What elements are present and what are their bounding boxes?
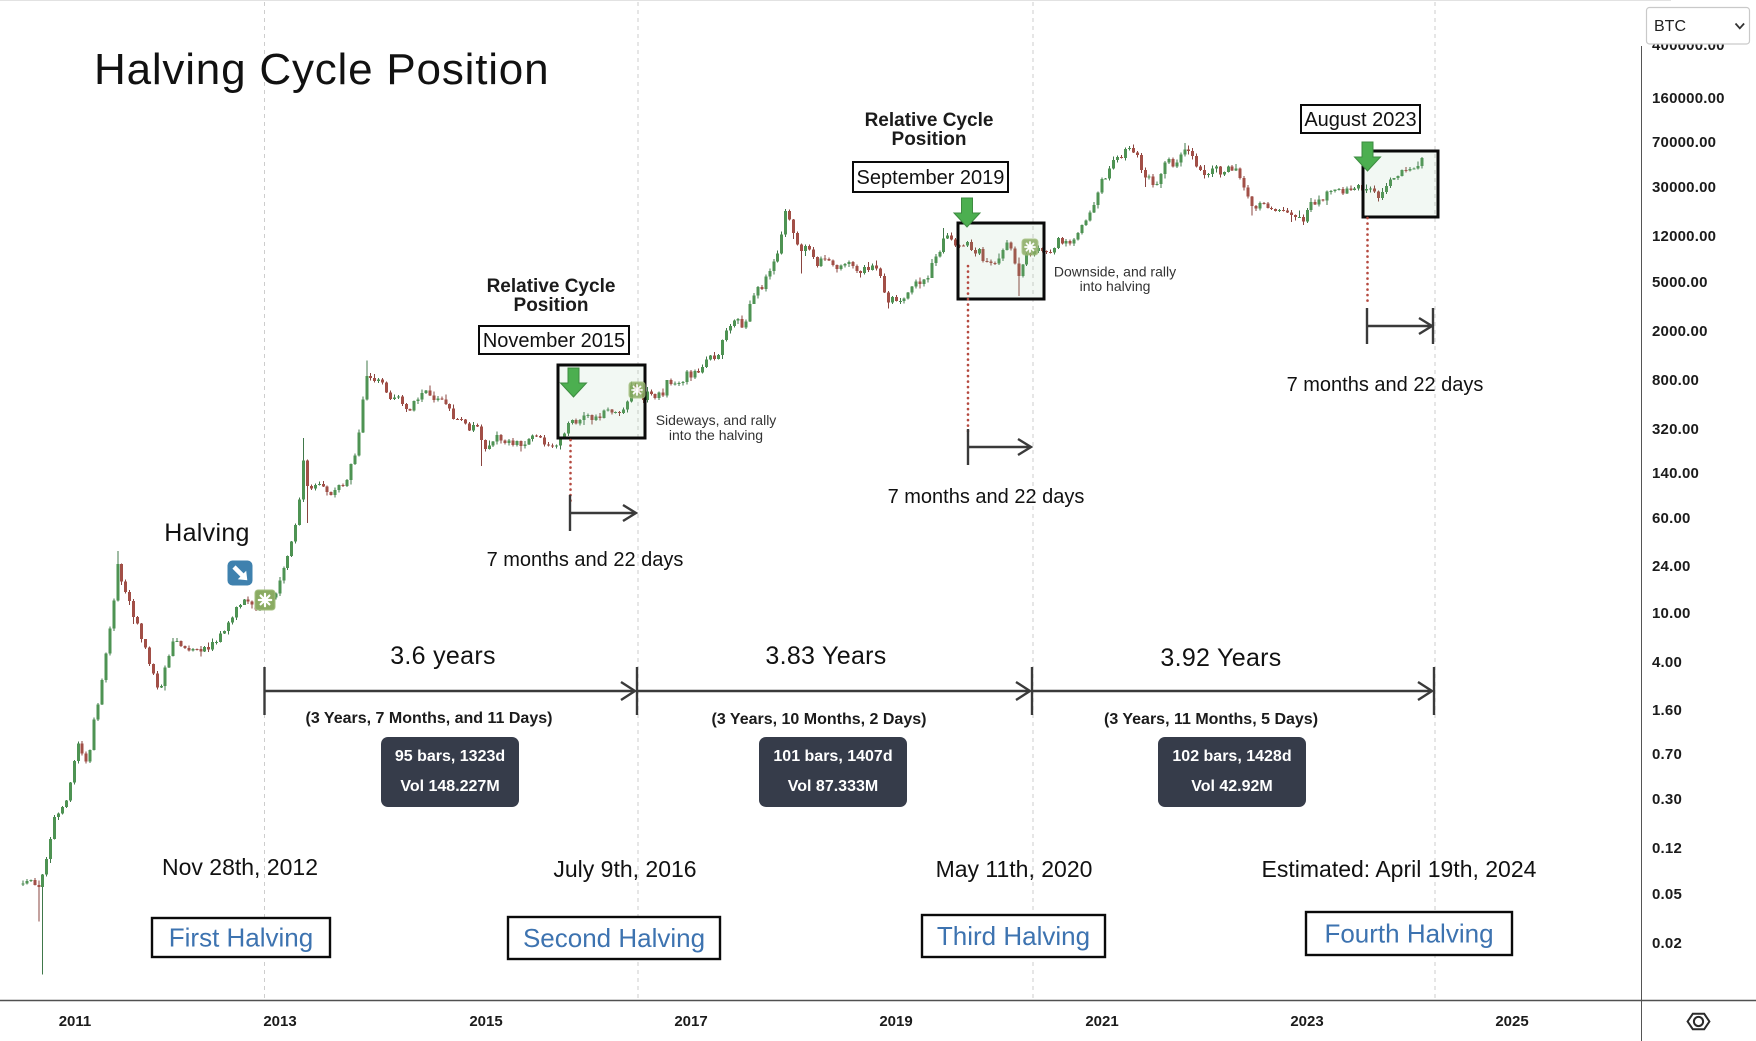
svg-text:Second Halving: Second Halving <box>523 923 705 953</box>
svg-text:4.00: 4.00 <box>1652 654 1682 671</box>
svg-text:Nov 28th, 2012: Nov 28th, 2012 <box>162 854 318 880</box>
svg-text:2023: 2023 <box>1290 1013 1323 1030</box>
svg-text:2000.00: 2000.00 <box>1652 323 1708 340</box>
svg-text:Downside, and rally: Downside, and rally <box>1054 264 1176 280</box>
svg-text:Fourth Halving: Fourth Halving <box>1324 918 1493 948</box>
svg-text:2019: 2019 <box>879 1013 912 1030</box>
svg-text:101 bars, 1407d: 101 bars, 1407d <box>773 748 892 765</box>
svg-text:into halving: into halving <box>1080 278 1151 294</box>
svg-text:60.00: 60.00 <box>1652 510 1691 527</box>
svg-text:5000.00: 5000.00 <box>1652 274 1708 291</box>
svg-text:(3 Years, 10 Months, 2 Days): (3 Years, 10 Months, 2 Days) <box>712 711 927 728</box>
svg-text:(3 Years, 7 Months, and 11 Day: (3 Years, 7 Months, and 11 Days) <box>306 710 553 727</box>
svg-text:3.92 Years: 3.92 Years <box>1160 644 1281 672</box>
svg-text:24.00: 24.00 <box>1652 558 1691 575</box>
svg-text:Halving Cycle Position: Halving Cycle Position <box>94 45 549 94</box>
svg-text:Relative Cycle: Relative Cycle <box>865 110 994 131</box>
svg-text:3.6 years: 3.6 years <box>390 642 496 670</box>
svg-text:2017: 2017 <box>674 1013 707 1030</box>
svg-text:3.83 Years: 3.83 Years <box>765 642 886 670</box>
svg-text:July 9th, 2016: July 9th, 2016 <box>553 856 696 882</box>
svg-text:(3 Years, 11 Months, 5 Days): (3 Years, 11 Months, 5 Days) <box>1104 711 1318 728</box>
svg-text:Vol 42.92M: Vol 42.92M <box>1191 778 1273 795</box>
svg-text:into the halving: into the halving <box>669 427 763 443</box>
svg-text:320.00: 320.00 <box>1652 421 1699 438</box>
svg-text:30000.00: 30000.00 <box>1652 179 1716 196</box>
svg-text:2025: 2025 <box>1495 1013 1528 1030</box>
svg-text:Estimated: April 19th, 2024: Estimated: April 19th, 2024 <box>1262 856 1537 882</box>
svg-text:Position: Position <box>514 295 589 316</box>
svg-text:12000.00: 12000.00 <box>1652 228 1716 245</box>
svg-text:0.30: 0.30 <box>1652 791 1682 808</box>
svg-text:0.70: 0.70 <box>1652 746 1682 763</box>
svg-text:Third Halving: Third Halving <box>937 921 1090 951</box>
svg-text:0.02: 0.02 <box>1652 935 1682 952</box>
svg-text:May 11th, 2020: May 11th, 2020 <box>936 856 1093 882</box>
svg-text:7 months and 22 days: 7 months and 22 days <box>888 486 1085 508</box>
svg-text:70000.00: 70000.00 <box>1652 134 1716 151</box>
svg-text:95 bars, 1323d: 95 bars, 1323d <box>395 748 505 765</box>
svg-text:2011: 2011 <box>59 1013 92 1030</box>
svg-text:Sideways, and rally: Sideways, and rally <box>656 412 777 428</box>
svg-text:7 months and 22 days: 7 months and 22 days <box>487 549 684 571</box>
svg-text:7 months and 22 days: 7 months and 22 days <box>1287 374 1484 396</box>
svg-text:10.00: 10.00 <box>1652 605 1691 622</box>
svg-text:Vol 87.333M: Vol 87.333M <box>788 778 878 795</box>
svg-text:800.00: 800.00 <box>1652 372 1699 389</box>
svg-text:November 2015: November 2015 <box>483 330 625 352</box>
svg-text:102 bars, 1428d: 102 bars, 1428d <box>1172 748 1291 765</box>
svg-text:0.12: 0.12 <box>1652 840 1682 857</box>
svg-text:2015: 2015 <box>469 1013 502 1030</box>
svg-text:1.60: 1.60 <box>1652 702 1682 719</box>
svg-text:First Halving: First Halving <box>169 922 313 952</box>
svg-text:September 2019: September 2019 <box>857 167 1005 189</box>
svg-text:Position: Position <box>892 129 967 150</box>
svg-text:August 2023: August 2023 <box>1304 109 1416 131</box>
svg-text:0.05: 0.05 <box>1652 886 1682 903</box>
svg-text:Relative Cycle: Relative Cycle <box>487 276 616 297</box>
svg-text:140.00: 140.00 <box>1652 465 1699 482</box>
svg-text:2013: 2013 <box>263 1013 296 1030</box>
svg-text:Vol 148.227M: Vol 148.227M <box>400 778 499 795</box>
svg-text:2021: 2021 <box>1085 1013 1118 1030</box>
svg-text:Halving: Halving <box>164 519 249 547</box>
svg-text:160000.00: 160000.00 <box>1652 90 1725 107</box>
svg-text:BTC: BTC <box>1654 18 1686 35</box>
